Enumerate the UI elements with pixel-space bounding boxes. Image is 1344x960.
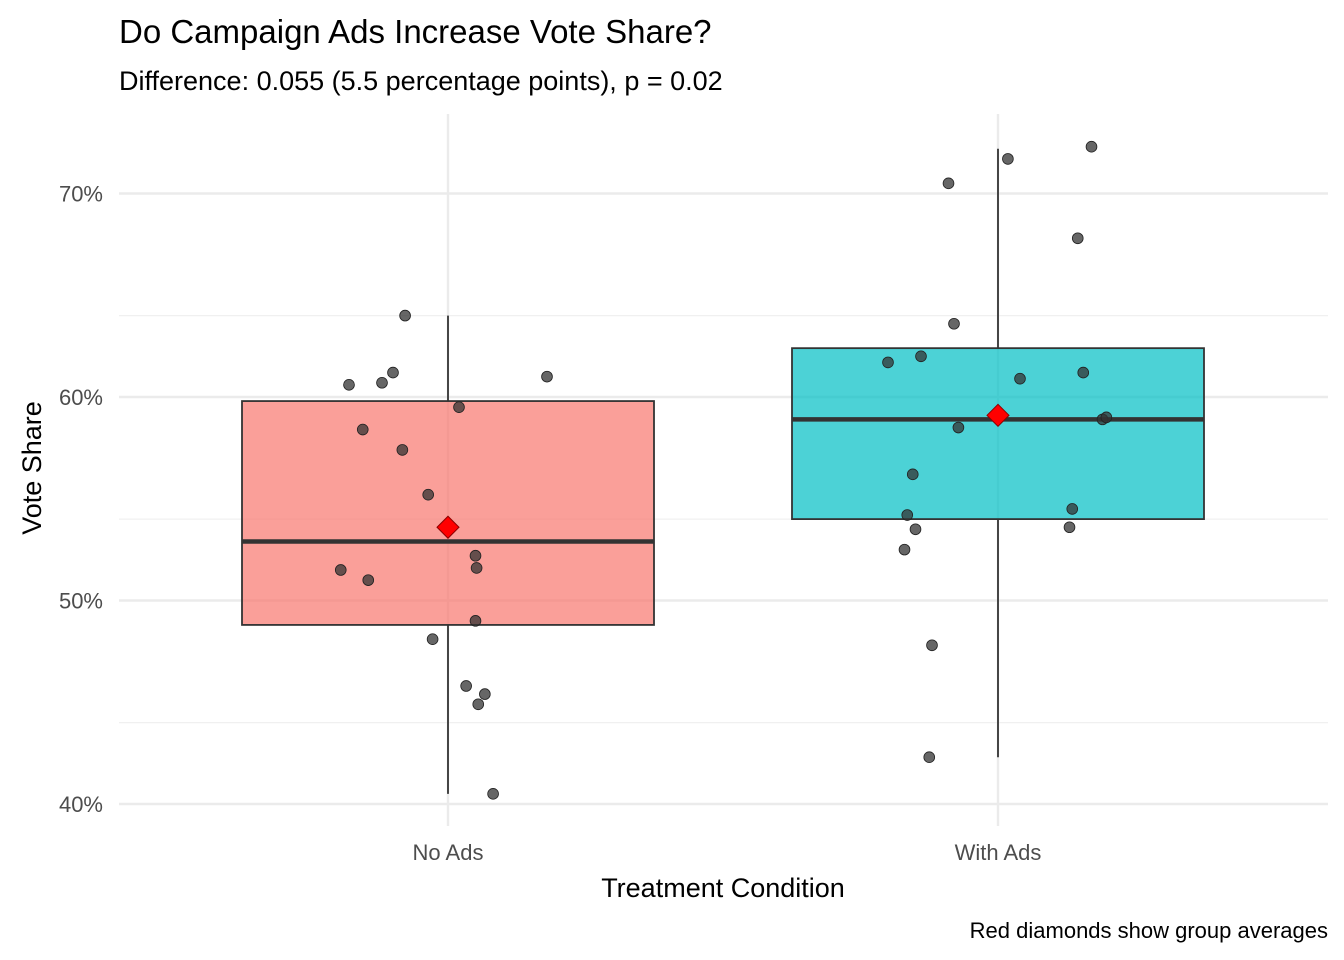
data-point	[948, 317, 960, 330]
data-point	[952, 421, 965, 434]
tick-layer: 40% 50% 60% 70% No Ads With Ads	[59, 182, 1041, 866]
data-point	[334, 564, 347, 576]
data-point	[1071, 232, 1084, 245]
data-point	[942, 177, 955, 190]
data-point	[1077, 366, 1090, 379]
data-point	[426, 633, 439, 645]
y-tick-label: 70%	[59, 182, 103, 207]
x-tick-label: With Ads	[955, 840, 1042, 865]
data-point	[541, 370, 553, 383]
data-point	[1100, 411, 1113, 424]
data-point	[898, 543, 911, 556]
data-point	[915, 350, 927, 363]
data-point	[399, 309, 411, 322]
data-point	[1066, 503, 1079, 515]
data-point	[906, 468, 919, 481]
data-point	[1063, 521, 1076, 534]
x-tick-label: No Ads	[413, 840, 484, 865]
data-point	[362, 574, 375, 586]
x-axis-title: Treatment Condition	[601, 873, 845, 903]
data-point	[882, 356, 894, 369]
data-point	[479, 688, 491, 700]
chart-subtitle: Difference: 0.055 (5.5 percentage points…	[119, 66, 723, 96]
chart-title: Do Campaign Ads Increase Vote Share?	[119, 13, 712, 50]
box-1	[791, 347, 1205, 521]
data-point	[453, 401, 465, 413]
data-point	[901, 509, 914, 521]
point-layer	[334, 140, 1113, 800]
data-point	[1085, 140, 1098, 153]
chart-caption: Red diamonds show group averages	[969, 918, 1328, 943]
y-axis-title: Vote Share	[17, 401, 47, 535]
data-point	[396, 444, 409, 456]
data-point	[343, 378, 355, 391]
data-point	[469, 615, 482, 627]
data-point	[469, 549, 482, 562]
data-point	[923, 751, 936, 763]
data-point	[1014, 372, 1026, 385]
data-point	[1002, 153, 1014, 165]
box-layer	[241, 148, 1205, 794]
data-point	[460, 680, 472, 692]
y-tick-label: 40%	[59, 792, 103, 817]
box-0	[241, 400, 655, 626]
mean-layer	[436, 403, 1010, 539]
data-point	[376, 376, 388, 389]
data-point	[470, 562, 483, 574]
data-point	[472, 698, 485, 711]
y-tick-label: 60%	[59, 385, 103, 410]
data-point	[387, 366, 399, 379]
mean-diamond	[986, 403, 1010, 428]
data-point	[487, 788, 499, 800]
data-point	[356, 423, 369, 436]
data-point	[909, 523, 922, 536]
mean-diamond	[436, 515, 460, 539]
data-point	[422, 488, 435, 501]
data-point	[926, 639, 938, 652]
y-tick-label: 50%	[59, 589, 103, 614]
